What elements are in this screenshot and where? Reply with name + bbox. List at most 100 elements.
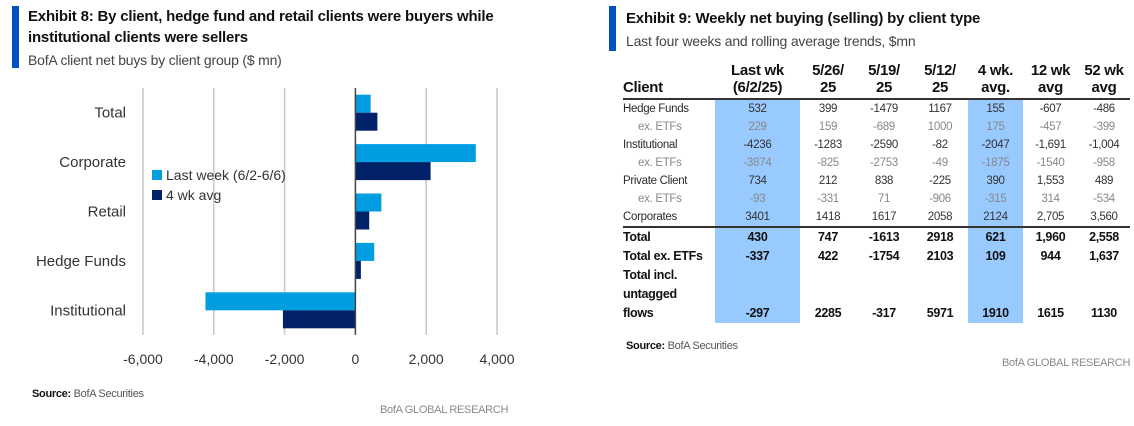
exhibit9-accent-bar: [609, 6, 616, 51]
table-cell: 2103: [926, 249, 954, 263]
table-cell: 399: [818, 103, 838, 115]
row-label: Corporates: [623, 211, 677, 223]
table-cell: 2285: [814, 306, 842, 320]
category-label: Retail: [88, 204, 126, 221]
category-label: Hedge Funds: [36, 253, 126, 270]
exhibit9-source-label: Source:: [626, 340, 665, 352]
table-cell: -457: [1039, 121, 1062, 133]
table-cell: 734: [715, 172, 800, 190]
table-header-row: Client Last wk (6/2/25) 5/26/25 5/19/25 5…: [623, 62, 1130, 100]
exhibit8-source-text: BofA Securities: [70, 388, 144, 400]
table-cell: 2124: [968, 208, 1023, 227]
table-cell: -689: [873, 121, 895, 133]
bar-total-series-0: [355, 94, 371, 113]
table-cell: 422: [818, 249, 838, 263]
legend-swatch: [152, 190, 162, 200]
bar-total-series-1: [355, 112, 378, 131]
category-label: Total: [94, 105, 126, 122]
table-cell: 1130: [1091, 306, 1117, 320]
table-cell: 621: [968, 226, 1023, 247]
legend-label: Last week (6/2-6/6): [166, 167, 286, 183]
table-cell: 747: [800, 226, 856, 247]
table-cell: 212: [818, 175, 838, 187]
table-cell: 155: [968, 99, 1023, 118]
table-cell: 390: [968, 172, 1023, 190]
table-cell: -958: [1093, 157, 1115, 169]
row-label-line: Total incl.: [623, 268, 678, 282]
bar-hedge-funds-series-0: [355, 242, 375, 261]
table-cell: 489: [1094, 175, 1114, 187]
table-cell: -534: [1093, 193, 1115, 205]
table-cell: -1283: [814, 139, 842, 151]
table-cell: 1,553: [1036, 175, 1065, 187]
table-cell: -1613: [856, 226, 912, 247]
table-cell: 1,637: [1089, 249, 1119, 263]
table-cell: 944: [1040, 249, 1061, 263]
legend-label: 4 wk avg: [166, 187, 221, 203]
exhibit9-source: Source: BofA Securities: [626, 340, 738, 352]
weekly-flows-table: Client Last wk (6/2/25) 5/26/25 5/19/25 5…: [623, 62, 1130, 323]
table-cell: -3874: [715, 154, 800, 172]
column-header-4wk-avg: 4 wk. avg.: [968, 62, 1023, 100]
row-label-line: flows: [623, 306, 654, 320]
table-row: Hedge Funds 532 399 -1479 1167 155 -607 -486: [623, 99, 1130, 118]
category-label: Institutional: [50, 302, 126, 319]
table-row: Total ex. ETFs -337 422 -1754 2103 109 944 1,63…: [623, 247, 1130, 266]
table-cell: -4236: [715, 136, 800, 154]
table-cell: 314: [1041, 193, 1060, 205]
category-label: Corporate: [59, 154, 126, 171]
table-cell: -82: [932, 139, 948, 151]
table-row: ex. ETFs -93 -331 71 -906 -315 314 -534: [623, 190, 1130, 208]
table-cell: -825: [817, 157, 839, 169]
table-cell: -315: [968, 190, 1023, 208]
table-row: ex. ETFs 229 159 -689 1000 175 -457 -399: [623, 118, 1130, 136]
table-cell: 3,560: [1090, 211, 1118, 223]
table-cell: 71: [877, 193, 891, 205]
table-cell: 1615: [1037, 306, 1064, 320]
x-tick-label: 4,000: [479, 351, 514, 367]
table-cell: 109: [968, 247, 1023, 266]
row-label: Hedge Funds: [623, 103, 689, 115]
table-cell: -317: [872, 306, 896, 320]
column-header-5-26: 5/26/25: [800, 62, 856, 100]
table-cell: -1,004: [1088, 139, 1120, 151]
table-row: Institutional -4236 -1283 -2590 -82 -2047 -1,6…: [623, 136, 1130, 154]
table-cell: 175: [968, 118, 1023, 136]
table-cell: 5971: [926, 306, 954, 320]
table-cell: 3401: [715, 208, 800, 227]
row-label: ex. ETFs: [638, 121, 682, 133]
exhibit8-title-line1: Exhibit 8: By client, hedge fund and ret…: [28, 8, 494, 25]
bar-institutional-series-1: [282, 310, 356, 329]
table-cell: -337: [715, 247, 800, 266]
column-header-client: Client: [623, 62, 715, 100]
table-cell: -1540: [1036, 157, 1065, 169]
exhibit8-bar-chart: Total Corporate Retail Hedge Funds Instituti…: [36, 88, 515, 367]
table-cell: -49: [932, 157, 948, 169]
table-cell: 838: [874, 175, 894, 187]
column-header-12wk-avg: 12 wk avg: [1023, 62, 1078, 100]
table-cell: -1479: [870, 103, 898, 115]
table-cell: 2,705: [1036, 211, 1065, 223]
table-row: Total 430 747 -1613 2918 621 1,960 2,558: [623, 226, 1130, 247]
table-cell: 2058: [927, 211, 953, 223]
bar-retail-series-0: [355, 193, 382, 212]
row-label: Private Client: [623, 175, 688, 187]
x-tick-label: 2,000: [409, 351, 444, 367]
exhibit9-source-text: BofA Securities: [664, 340, 738, 352]
exhibit9-title: Exhibit 9: Weekly net buying (selling) b…: [626, 10, 981, 27]
table-cell: 1910: [968, 266, 1023, 323]
exhibit8-subtitle: BofA client net buys by client group ($ …: [28, 52, 282, 68]
column-header-5-12: 5/12/25: [912, 62, 968, 100]
row-label: Total ex. ETFs: [623, 249, 703, 263]
table-cell: 1000: [927, 121, 953, 133]
table-cell: 532: [715, 99, 800, 118]
table-cell: 430: [715, 226, 800, 247]
exhibit9-brand: BofA GLOBAL RESEARCH: [1002, 357, 1131, 369]
table-cell: 2,558: [1078, 226, 1130, 247]
table-cell: 1167: [928, 103, 952, 115]
table-cell: -297: [715, 266, 800, 323]
table-cell: -2753: [870, 157, 898, 169]
table-cell: -399: [1093, 121, 1115, 133]
table-cell: -607: [1039, 103, 1062, 115]
exhibit8-brand: BofA GLOBAL RESEARCH: [380, 404, 509, 416]
